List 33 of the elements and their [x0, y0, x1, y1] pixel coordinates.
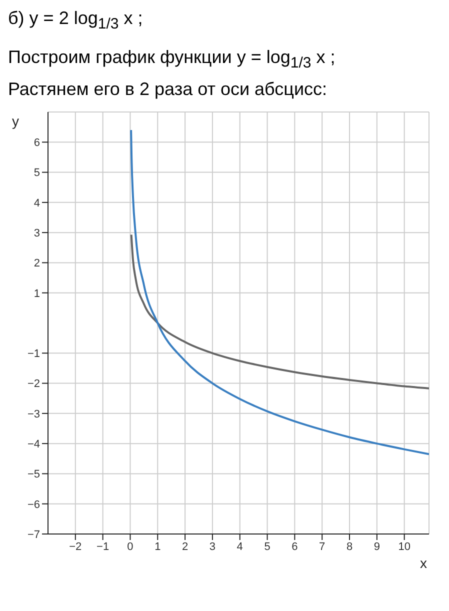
x-tick-label: −1	[96, 540, 110, 553]
y-tick-label: 5	[34, 167, 40, 180]
x-tick-label: 6	[292, 540, 298, 553]
line-series	[130, 234, 429, 390]
x-axis-title: x	[420, 555, 427, 572]
y-tick-label: 6	[34, 137, 40, 150]
x-tick-label: 9	[374, 540, 380, 553]
y-tick-label: −5	[27, 468, 40, 481]
y-tick-label: 3	[34, 228, 40, 240]
y-axis-title: y	[12, 113, 19, 130]
line-series	[130, 129, 429, 456]
chart-subtitle: Построим график функции y = log$_{1/3}$ x ;	[8, 46, 336, 72]
x-tick-label: 0	[127, 540, 134, 553]
x-tick-label: 2	[182, 540, 188, 553]
x-tick-label: 1	[154, 540, 161, 553]
y-tick-label: −3	[27, 408, 40, 421]
y-tick-label: −6	[27, 498, 40, 511]
x-tick-label: −2	[69, 540, 82, 553]
y-tick-label: 2	[34, 258, 40, 270]
x-tick-label: 4	[236, 540, 243, 553]
y-tick-label: 1	[34, 288, 40, 300]
x-tick-label: 5	[264, 540, 270, 553]
y-tick-label: 4	[34, 198, 40, 210]
y-tick-label: −1	[27, 348, 40, 360]
y-tick-label: −7	[27, 529, 40, 542]
chart-title: б) y = 2 log$_{1/3}$ x ;	[8, 8, 144, 33]
y-tick-label: −4	[27, 438, 40, 451]
text: Растянем его в 2 раза от оси абсцисс:	[8, 79, 328, 100]
x-tick-label: 8	[346, 540, 353, 553]
y-tick-label: −2	[27, 378, 40, 390]
x-tick-label: 10	[398, 540, 410, 553]
x-tick-label: 7	[319, 540, 326, 553]
x-tick-label: 3	[209, 540, 216, 553]
